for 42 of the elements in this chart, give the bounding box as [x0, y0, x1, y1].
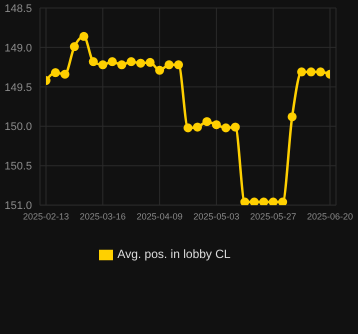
point — [136, 58, 146, 68]
point — [230, 122, 240, 132]
point — [278, 198, 288, 206]
y-tick-label: 148.5 — [4, 2, 32, 15]
point — [192, 122, 202, 132]
point — [250, 198, 259, 206]
point — [240, 198, 250, 206]
y-tick-label: 150.5 — [4, 160, 32, 173]
x-tick-label: 2025-03-16 — [80, 212, 126, 222]
point — [60, 70, 70, 79]
point — [70, 42, 79, 52]
x-tick-label: 2025-04-09 — [136, 212, 183, 222]
x-tick-label: 2025-06-20 — [306, 212, 354, 222]
point — [306, 67, 316, 76]
point — [212, 120, 221, 130]
x-tick-label: 2025-05-03 — [193, 212, 240, 222]
y-tick-label: 150.0 — [4, 121, 32, 134]
point — [288, 112, 297, 122]
point — [117, 60, 126, 70]
point — [297, 67, 306, 76]
point — [316, 67, 326, 76]
point — [50, 68, 60, 78]
point — [126, 57, 136, 66]
point — [184, 123, 192, 132]
point — [98, 60, 108, 70]
y-tick-label: 149.5 — [4, 82, 32, 94]
point — [88, 57, 98, 66]
point — [221, 123, 230, 132]
point — [164, 60, 174, 70]
point — [174, 60, 184, 70]
point — [155, 66, 164, 75]
y-tick-label: 149.0 — [4, 42, 32, 54]
point — [268, 198, 278, 206]
point — [146, 58, 155, 67]
point — [202, 117, 212, 126]
x-tick-label: 2025-05-27 — [250, 212, 296, 222]
legend-label: Avg. pos. in lobby CL — [117, 247, 231, 262]
point — [108, 57, 117, 66]
point — [259, 198, 268, 206]
point — [79, 32, 88, 41]
y-tick-label: 151.0 — [4, 200, 32, 212]
x-tick-label: 2025-02-13 — [22, 212, 70, 222]
